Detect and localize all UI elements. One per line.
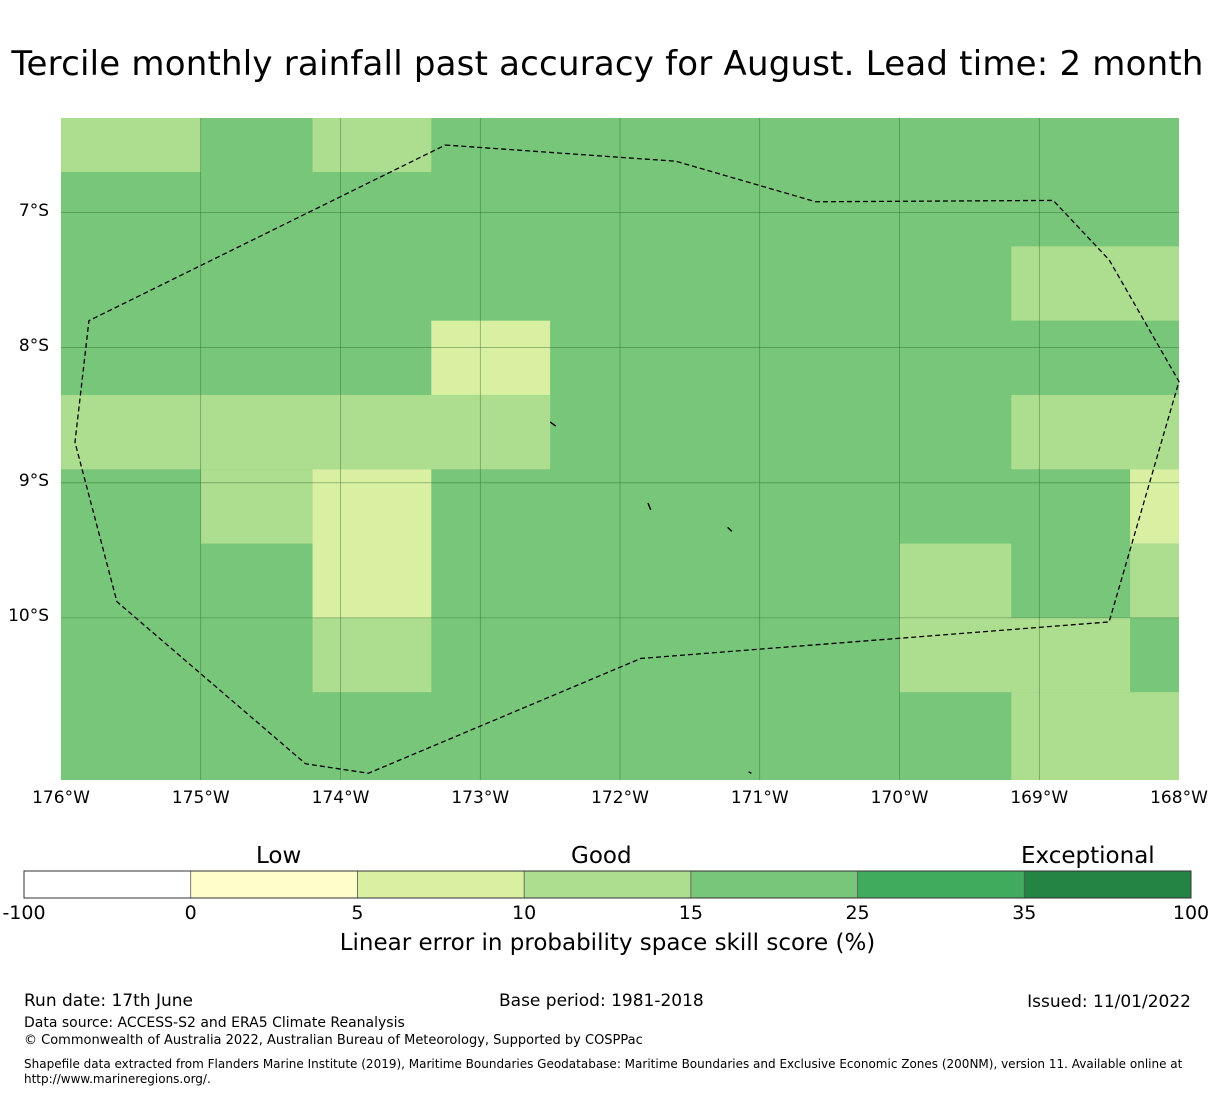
longitude-label: 171°W (730, 788, 789, 808)
longitude-label: 176°W (32, 788, 90, 808)
shapefile-credit: Shapefile data extracted from Flanders M… (24, 1057, 1183, 1071)
run-date: Run date: 17th June (24, 991, 193, 1011)
colorbar-bin (690, 871, 858, 898)
islands (549, 421, 752, 774)
colorbar-label: Linear error in probability space skill … (339, 930, 876, 956)
island-outline (748, 771, 752, 774)
colorbar-bin (857, 871, 1025, 898)
colorbar-category-low: Low (256, 843, 302, 869)
skill-cell (1130, 543, 1179, 618)
longitude-label: 174°W (311, 788, 370, 808)
island-outline (727, 526, 733, 532)
colorbar-bin (524, 871, 691, 898)
colorbar-tick-label: -100 (2, 902, 46, 924)
colorbar (23, 870, 1192, 899)
skill-cell (312, 469, 432, 618)
eez-boundary (74, 144, 1180, 774)
longitude-label: 169°W (1010, 788, 1069, 808)
skill-cell (312, 617, 432, 693)
skill-cell (1130, 469, 1179, 544)
colorbar-tick-label: 15 (678, 902, 703, 924)
colorbar-tick-label: 25 (845, 902, 870, 924)
skill-cell (1011, 394, 1179, 470)
colorbar-tick-label: 5 (351, 902, 364, 924)
skill-cell (312, 118, 432, 173)
skill-cell (899, 543, 1012, 618)
latitude-label: 8°S (18, 335, 49, 356)
colorbar-tick-label: 35 (1012, 902, 1037, 924)
shapefile-url: http://www.marineregions.org/. (24, 1072, 211, 1086)
skill-score-map (61, 118, 1180, 780)
colorbar-bin (24, 871, 191, 898)
latitude-label: 7°S (18, 200, 49, 221)
colorbar-outline (23, 870, 1192, 899)
colorbar-bin (1024, 871, 1191, 898)
longitude-label: 170°W (870, 788, 929, 808)
skill-cell (61, 394, 551, 470)
skill-cell (200, 469, 313, 544)
colorbar-category-exceptional: Exceptional (1021, 843, 1155, 869)
island-outline (549, 421, 557, 427)
colorbar-tick-label: 10 (512, 902, 537, 924)
skill-cell (1011, 246, 1179, 321)
longitude-label: 168°W (1150, 788, 1208, 808)
longitude-label: 175°W (171, 788, 230, 808)
issued-date: Issued: 11/01/2022 (1027, 992, 1191, 1012)
latitude-label: 10°S (8, 605, 49, 626)
colorbar-bin (190, 871, 358, 898)
eez-boundary-line (74, 144, 1180, 774)
skill-cell (61, 118, 201, 173)
latitude-label: 9°S (18, 470, 49, 491)
island-outline (647, 502, 652, 511)
skill-cell (1011, 692, 1179, 780)
map-title: Tercile monthly rainfall past accuracy f… (11, 44, 1204, 84)
colorbar-tick-label: 100 (1172, 902, 1210, 924)
graticule (61, 118, 1179, 780)
longitude-label: 173°W (451, 788, 510, 808)
colorbar-tick-label: 0 (184, 902, 197, 924)
colorbar-bin (357, 871, 525, 898)
data-source: Data source: ACCESS-S2 and ERA5 Climate … (24, 1015, 405, 1031)
copyright: © Commonwealth of Australia 2022, Austra… (24, 1033, 643, 1048)
longitude-label: 172°W (591, 788, 649, 808)
skill-cell (899, 617, 1131, 693)
skill-cell (431, 320, 551, 395)
base-period: Base period: 1981-2018 (499, 991, 704, 1011)
colorbar-category-good: Good (571, 843, 632, 869)
